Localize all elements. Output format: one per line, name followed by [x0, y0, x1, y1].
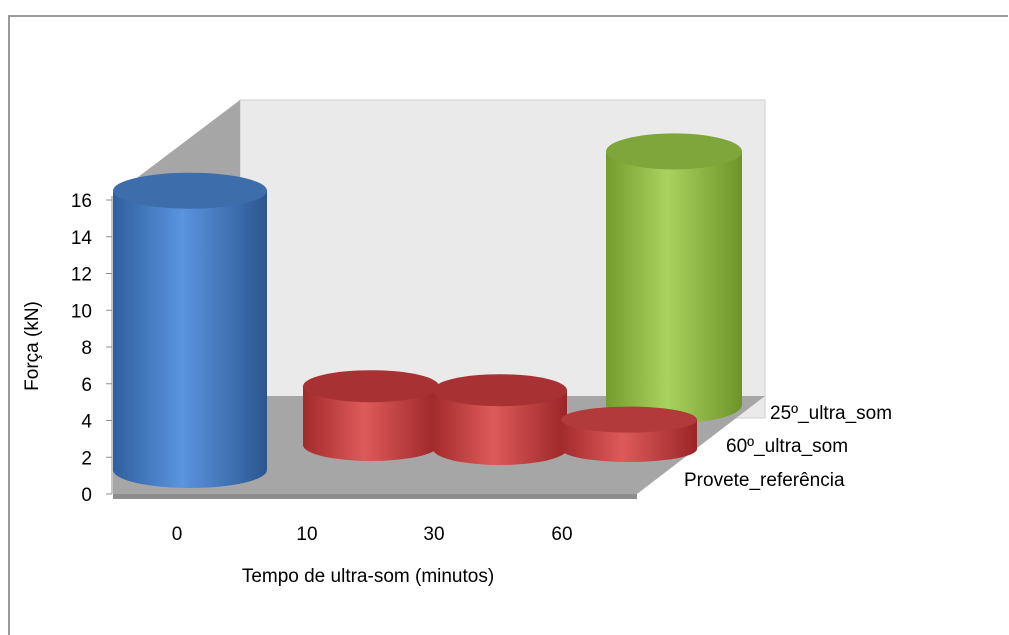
bar-top: [606, 133, 742, 170]
y-tick-label: 4: [81, 412, 92, 433]
x-axis-title: Tempo de ultra-som (minutos): [242, 566, 494, 587]
bar-60º_ultra_som-10: [303, 370, 439, 461]
x-tick-group: 0 10 30 60: [172, 524, 573, 545]
bar-top: [113, 172, 267, 209]
chart-frame: [8, 15, 1008, 635]
bar-Provete_referência-0: [113, 172, 267, 488]
depth-label-group: 25º_ultra_som 60º_ultra_som Provete_referê…: [684, 403, 892, 491]
bar-body: [113, 190, 267, 488]
y-tick-group: 0 2 4 6 8 10 12 14 16: [71, 191, 112, 506]
bar-top: [303, 370, 439, 403]
depth-label: 60º_ultra_som: [726, 436, 848, 457]
y-tick-label: 0: [81, 485, 92, 506]
bar-top: [433, 374, 567, 407]
y-tick-label: 14: [71, 228, 93, 249]
y-tick-label: 16: [71, 191, 92, 212]
x-tick-label: 30: [423, 524, 444, 545]
bar-60º_ultra_som-30: [433, 374, 567, 465]
bar-body: [303, 386, 439, 461]
y-tick-label: 12: [71, 265, 92, 286]
x-tick-label: 10: [296, 524, 317, 545]
bar-25º_ultra_som-60: [606, 133, 742, 424]
depth-label: Provete_referência: [684, 470, 845, 491]
bar-top: [561, 406, 697, 433]
y-tick-label: 8: [81, 338, 92, 359]
y-axis-title: Força (kN): [22, 301, 43, 391]
depth-label: 25º_ultra_som: [770, 403, 892, 424]
bar-body: [433, 390, 567, 465]
x-tick-label: 0: [172, 524, 183, 545]
y-tick-label: 6: [81, 375, 92, 396]
floor-edge: [113, 494, 637, 499]
y-tick-label: 2: [81, 448, 92, 469]
x-tick-label: 60: [551, 524, 572, 545]
bar-60º_ultra_som-60: [561, 406, 697, 462]
bar-body: [606, 151, 742, 424]
bars-group: [113, 133, 742, 488]
y-tick-label: 10: [71, 301, 92, 322]
